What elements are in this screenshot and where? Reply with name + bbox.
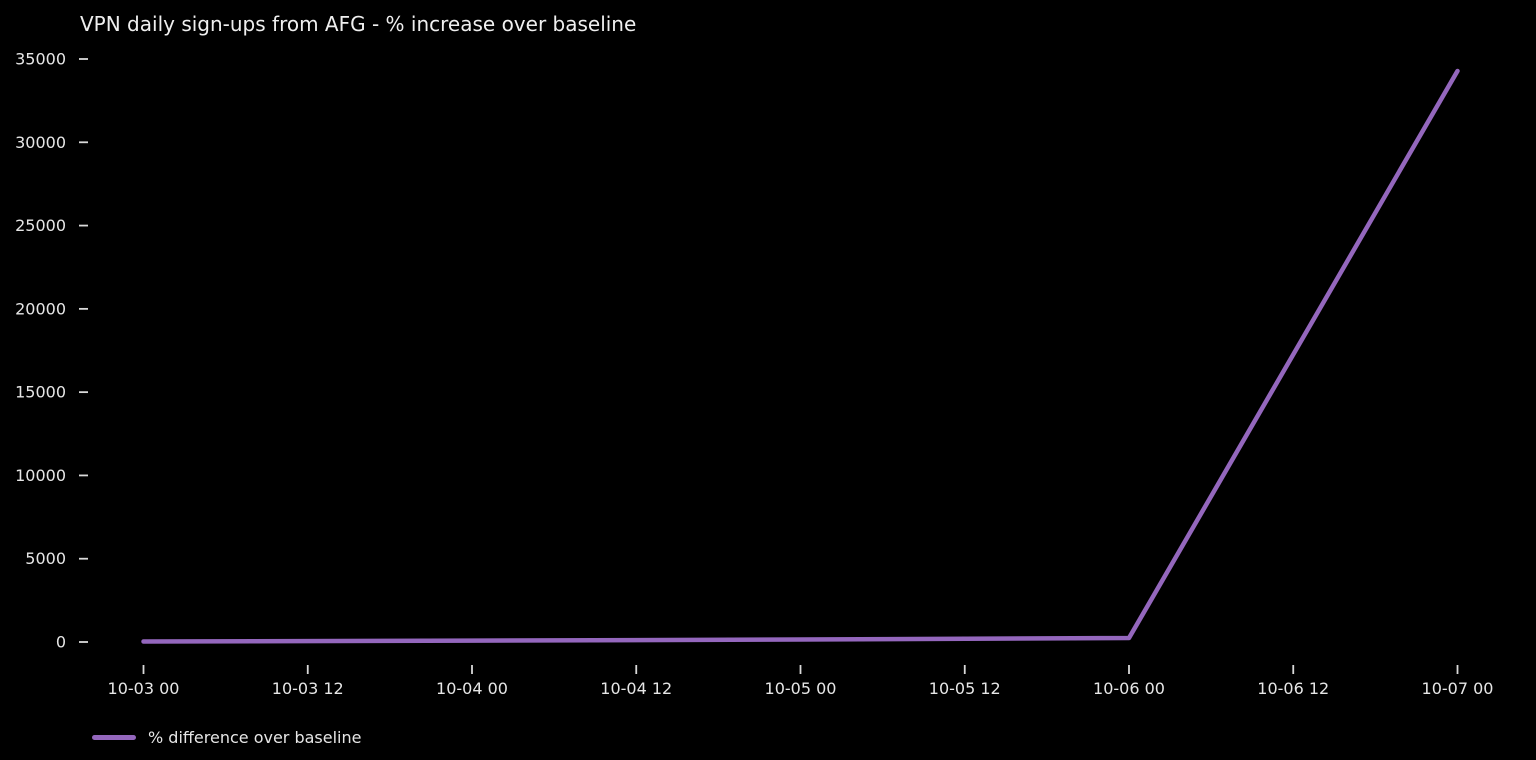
x-tick-label: 10-05 12 xyxy=(929,679,1001,698)
x-tick-label: 10-05 00 xyxy=(765,679,837,698)
y-tick-label: 30000 xyxy=(15,133,66,152)
y-tick-label: 0 xyxy=(56,633,66,652)
x-tick-label: 10-03 00 xyxy=(108,679,180,698)
y-tick-label: 10000 xyxy=(15,466,66,485)
y-tick-label: 25000 xyxy=(15,216,66,235)
x-tick-label: 10-06 12 xyxy=(1257,679,1329,698)
legend: % difference over baseline xyxy=(92,728,361,747)
y-tick-label: 35000 xyxy=(15,50,66,69)
legend-label: % difference over baseline xyxy=(148,728,362,747)
x-tick-label: 10-04 12 xyxy=(600,679,672,698)
chart-title: VPN daily sign-ups from AFG - % increase… xyxy=(80,12,637,36)
y-tick-label: 20000 xyxy=(15,299,66,318)
line-swatch-icon xyxy=(92,735,136,740)
x-tick-label: 10-03 12 xyxy=(272,679,344,698)
x-tick-label: 10-07 00 xyxy=(1422,679,1494,698)
series-line xyxy=(141,68,1460,644)
x-tick-label: 10-06 00 xyxy=(1093,679,1165,698)
y-tick-label: 15000 xyxy=(15,383,66,402)
y-tick-label: 5000 xyxy=(25,549,66,568)
x-tick-label: 10-04 00 xyxy=(436,679,508,698)
